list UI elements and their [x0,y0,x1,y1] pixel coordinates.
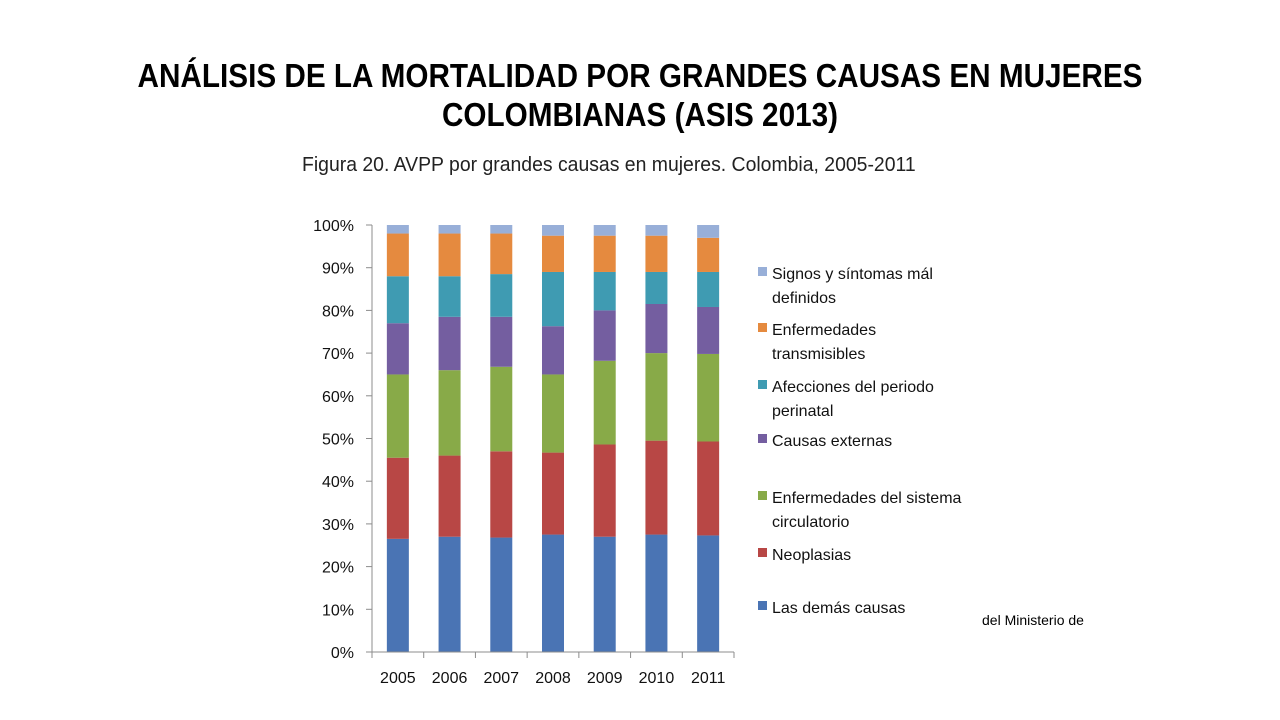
bar-segment [593,360,616,445]
bar-segment [386,374,409,458]
x-tick-label: 2011 [691,670,726,687]
bar-segment [593,271,616,311]
legend-label: Neoplasias [772,547,851,564]
bars [386,225,720,652]
bar-segment [490,233,513,275]
bar-segment [542,326,564,375]
legend-label: Enfermedades transmisibles [772,322,876,363]
bar-segment [438,233,461,277]
bar-segment [593,225,616,236]
bar-segment [490,274,513,317]
legend-swatch [758,601,767,610]
x-tick-label: 2008 [535,670,571,687]
legend-label: Signos y síntomas mál definidos [772,266,933,307]
legend-item: Signos y síntomas mál definidos [758,266,933,307]
bar-segment [542,235,564,272]
x-axis: 2005 2006 2007 2008 2009 2010 2011 [371,651,735,687]
legend-swatch [758,267,767,276]
x-tick-label: 2005 [380,670,416,687]
bar-segment [645,271,668,304]
y-tick-label: 50% [322,432,354,449]
legend-label: Causas externas [772,433,892,450]
bar-segment [593,444,616,537]
legend-item: Afecciones del periodo perinatal [758,379,934,420]
bar-segment [386,457,409,539]
bar-segment [697,535,720,652]
legend-swatch [758,380,767,389]
bar-segment [438,370,461,456]
x-tick-label: 2006 [432,670,468,687]
x-tick-label: 2007 [483,670,519,687]
bar-segment [697,353,720,442]
y-tick-label: 100% [313,218,354,235]
legend-item: Causas externas [758,433,892,450]
y-tick-label: 20% [322,560,354,577]
legend-item: Enfermedades transmisibles [758,322,876,363]
legend-swatch [758,323,767,332]
bar-segment [438,536,461,652]
legend-item: Las demás causas [758,600,905,617]
bar-segment [490,451,513,538]
legend: Signos y síntomas mál definidos Enfermedad… [758,266,962,617]
bar-segment [542,534,564,652]
bar-segment [542,225,564,236]
slide-title: ANÁLISIS DE LA MORTALIDAD POR GRANDES CA… [137,57,1143,133]
source-note: del Ministerio de [982,612,1084,628]
bar-segment [438,455,461,537]
bar-segment [645,235,668,272]
y-tick-label: 40% [322,474,354,491]
y-tick-label: 30% [322,517,354,534]
legend-item: Enfermedades del sistema circulatorio [758,490,962,531]
bar-segment [386,276,409,324]
bar-segment [386,233,409,277]
bar-segment [490,225,513,234]
legend-label: Las demás causas [772,600,905,617]
bar-segment [386,225,409,234]
bar-segment [697,306,720,354]
bar-segment [593,536,616,652]
y-tick-label: 70% [322,346,354,363]
bar-segment [438,225,461,234]
y-tick-label: 10% [322,602,354,619]
bar-segment [645,303,668,354]
bar-segment [697,225,720,238]
bar-segment [645,534,668,652]
y-axis: 0% 10% 20% 30% 40% 50% 60% 70% 80% 90% 100% [313,218,373,662]
y-tick-label: 60% [322,389,354,406]
bar-segment [438,276,461,317]
legend-label: Afecciones del periodo perinatal [772,379,934,420]
legend-swatch [758,491,767,500]
bar-segment [490,537,513,652]
bar-segment [697,237,720,272]
bar-segment [386,323,409,375]
bar-segment [593,235,616,272]
bar-segment [438,316,461,371]
bar-segment [542,452,564,535]
legend-item: Neoplasias [758,547,851,564]
legend-swatch [758,434,767,443]
x-tick-label: 2010 [639,670,675,687]
bar-segment [697,271,720,307]
bar-segment [593,310,616,361]
x-tick-label: 2009 [587,670,623,687]
bar-segment [645,353,668,441]
bar-segment [542,271,564,327]
bar-segment [490,316,513,367]
y-tick-label: 80% [322,303,354,320]
bar-segment [386,538,409,652]
bar-segment [490,366,513,452]
bar-segment [697,441,720,536]
y-tick-label: 90% [322,261,354,278]
y-tick-label: 0% [331,645,354,662]
chart-title: Figura 20. AVPP por grandes causas en mu… [302,154,916,176]
legend-label: Enfermedades del sistema circulatorio [772,490,962,531]
bar-segment [645,440,668,535]
legend-swatch [758,548,767,557]
bar-segment [645,225,668,236]
bar-segment [542,374,564,453]
